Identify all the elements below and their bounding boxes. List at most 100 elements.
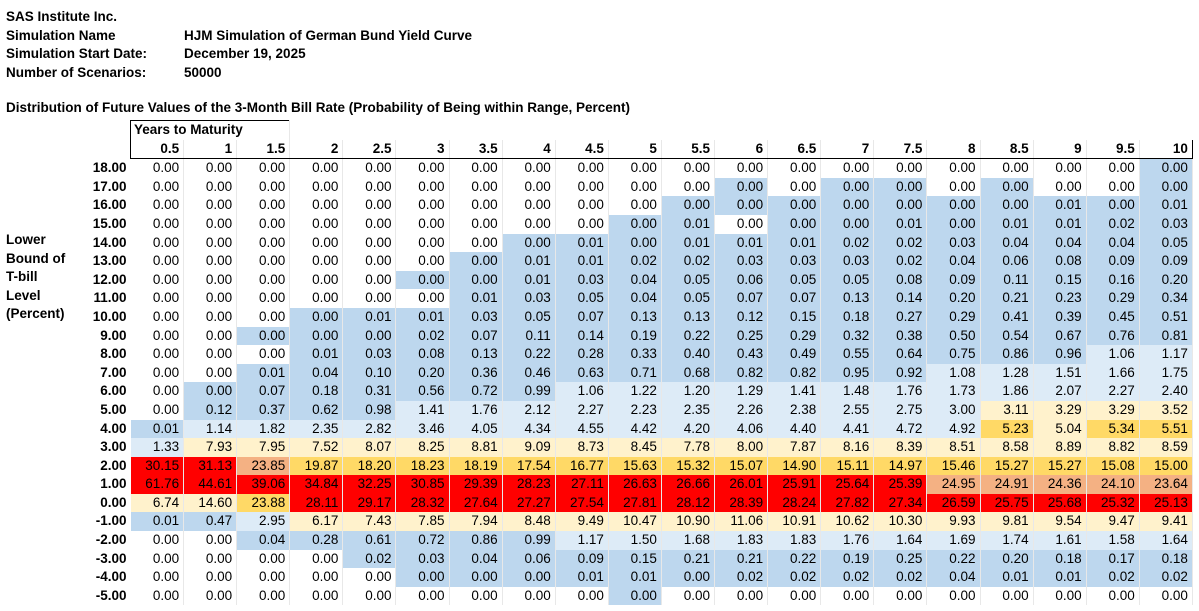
column-group-header-row: Years to Maturity [74,119,1192,140]
row-label: 11.00 [93,290,127,306]
probability-cell: 0.00 [395,214,450,234]
probability-cell: 0.00 [661,158,716,178]
row-label: 15.00 [92,215,127,231]
probability-cell: 0.00 [183,214,238,234]
probability-cell: 0.01 [661,214,716,234]
probability-cell: 0.20 [980,549,1034,569]
probability-cell: 0.00 [767,214,822,234]
y-axis-label-line: (Percent) [6,306,65,322]
probability-cell: 0.00 [183,307,238,327]
probability-cell: 1.17 [1139,345,1193,364]
probability-cell: 0.00 [980,586,1034,606]
probability-cell: 8.07 [342,438,397,457]
probability-cell: 26.01 [714,475,769,494]
table-row: 5.00 0.00 0.12 0.37 0.62 0.98 1.41 1.76 2.12 2.27… [74,400,1193,420]
probability-cell: 0.04 [1033,233,1087,253]
probability-cell: 1.64 [873,531,928,550]
probability-cell: 0.00 [608,233,662,253]
probability-cell: 0.00 [289,214,344,234]
probability-cell: 3.29 [1086,400,1140,420]
probability-cell: 0.00 [183,196,238,215]
probability-cell: 0.82 [714,363,769,383]
probability-cell: 0.01 [714,233,769,253]
probability-cell: 0.00 [820,158,875,178]
probability-cell: 0.25 [714,326,769,346]
probability-cell: 0.07 [714,289,769,308]
probability-cell: 27.54 [555,493,609,513]
probability-cell: 0.05 [555,289,609,308]
probability-cell: 8.39 [873,438,928,457]
probability-cell: 0.16 [1086,270,1140,290]
probability-cell: 0.00 [395,568,450,587]
probability-cell: 0.01 [502,252,556,271]
row-label: -3.00 [95,550,127,566]
probability-cell: 1.14 [183,419,238,439]
y-axis-label-line: Level [6,287,41,303]
probability-cell: 0.00 [130,326,185,346]
empty-cell [502,121,555,140]
probability-cell: 0.00 [395,177,450,197]
probability-cell: 39.06 [236,475,291,494]
column-header: 8.5 [980,139,1034,160]
probability-cell: 9.41 [1139,512,1193,532]
probability-cell: 27.64 [449,493,503,513]
probability-cell: 0.00 [820,177,875,197]
probability-cell: 0.00 [608,214,662,234]
probability-cell: 0.05 [820,270,875,290]
probability-cell: 0.00 [236,307,291,327]
probability-cell: 0.15 [608,549,662,569]
probability-cell: 0.15 [1033,270,1087,290]
probability-cell: 0.00 [130,586,185,606]
probability-cell: 0.00 [289,233,344,253]
probability-cell: 0.09 [1086,252,1140,271]
probability-cell: 0.00 [1033,158,1087,178]
probability-cell: 0.01 [130,512,185,532]
probability-cell: 15.27 [1033,456,1087,476]
probability-cell: 3.11 [980,400,1034,420]
probability-cell: 28.32 [395,493,450,513]
probability-cell: 1.66 [1086,363,1140,383]
probability-cell: 6.17 [289,512,344,532]
probability-cell: 0.00 [502,158,556,178]
probability-cell: 0.01 [555,568,609,587]
probability-cell: 1.22 [608,382,662,401]
column-header: 9 [1033,139,1087,160]
probability-cell: 0.18 [289,382,344,401]
probability-cell: 25.68 [1033,493,1087,513]
probability-cell: 0.00 [130,158,185,178]
probability-cell: 0.63 [555,363,609,383]
probability-cell: 0.02 [873,568,928,587]
probability-cell: 0.02 [608,252,662,271]
table-row: 14.00 0.00 0.00 0.00 0.00 0.00 0.00 0.00 0.00 0.0… [74,233,1193,253]
probability-cell: 14.90 [767,456,822,476]
probability-cell: 0.00 [449,233,503,253]
probability-cell: 0.23 [1033,289,1087,308]
probability-cell: 0.39 [1033,307,1087,327]
probability-cell: 8.51 [926,438,981,457]
probability-cell: 0.55 [820,345,875,364]
probability-cell: 7.43 [342,512,397,532]
probability-cell: 2.27 [555,400,609,420]
probability-cell: 0.00 [1086,158,1140,178]
probability-cell: 0.02 [1086,214,1140,234]
probability-cell: 0.00 [714,158,769,178]
probability-cell: 2.26 [714,400,769,420]
years-to-maturity-label: Years to Maturity [129,119,291,140]
probability-cell: 1.83 [714,531,769,550]
probability-cell: 0.32 [820,326,875,346]
probability-cell: 0.37 [236,400,291,420]
probability-cell: 0.00 [130,252,185,271]
probability-cell: 0.00 [236,549,291,569]
probability-cell: 0.00 [449,214,503,234]
probability-cell: 8.59 [1139,438,1193,457]
probability-cell: 0.00 [183,568,238,587]
row-label: 0.00 [100,494,127,510]
simulation-name-value: HJM Simulation of German Bund Yield Curv… [184,27,473,43]
probability-cell: 0.99 [502,382,556,401]
probability-cell: 0.00 [873,196,928,215]
probability-cell: 4.72 [873,419,928,439]
company-name-text: SAS Institute Inc. [6,9,118,24]
probability-cell: 0.14 [555,326,609,346]
probability-cell: 2.82 [342,419,397,439]
probability-cell: 0.00 [1033,586,1087,606]
